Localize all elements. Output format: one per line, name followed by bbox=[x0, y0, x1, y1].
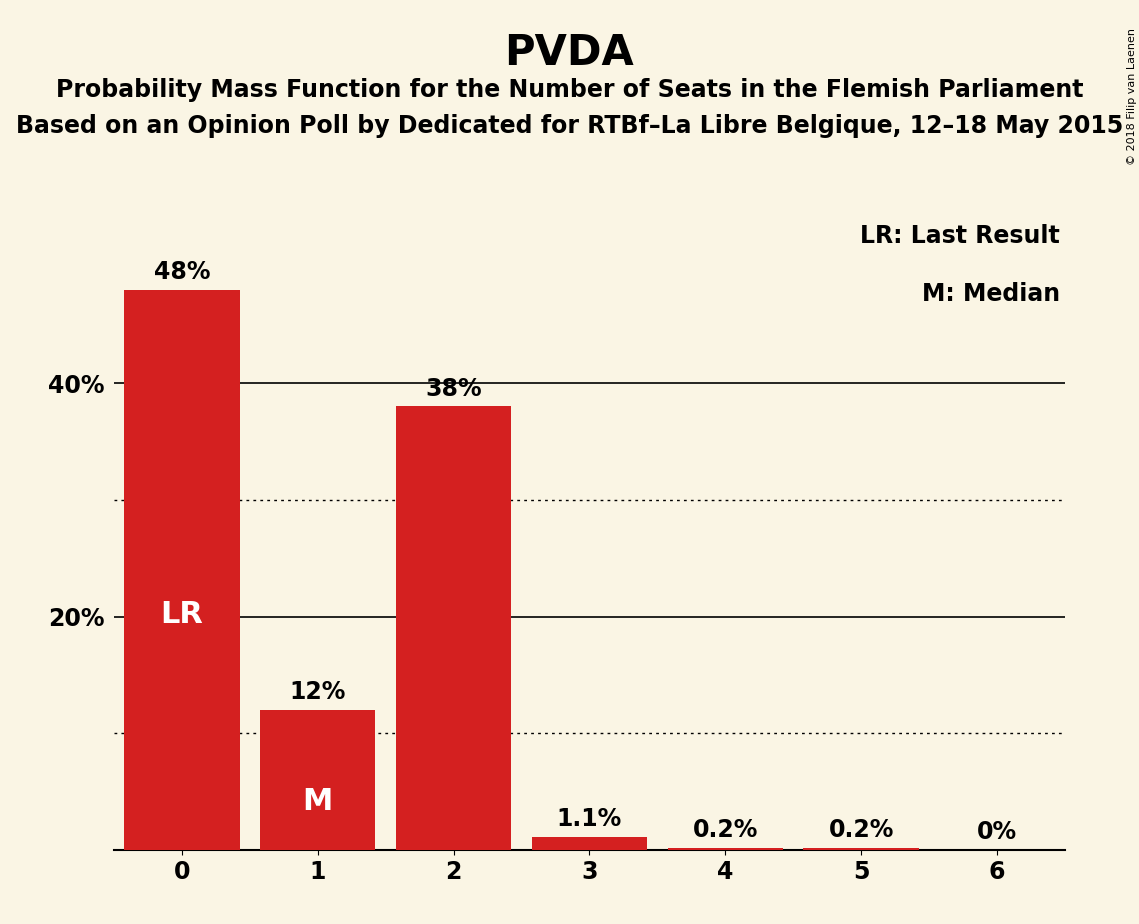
Text: 48%: 48% bbox=[154, 260, 210, 284]
Bar bbox=[532, 837, 647, 850]
Bar bbox=[396, 407, 511, 850]
Text: 38%: 38% bbox=[425, 377, 482, 401]
Text: 1.1%: 1.1% bbox=[557, 808, 622, 832]
Text: Based on an Opinion Poll by Dedicated for RTBf–La Libre Belgique, 12–18 May 2015: Based on an Opinion Poll by Dedicated fo… bbox=[16, 114, 1123, 138]
Bar bbox=[667, 847, 782, 850]
Text: LR: Last Result: LR: Last Result bbox=[860, 224, 1060, 248]
Text: 12%: 12% bbox=[289, 680, 346, 704]
Text: M: Median: M: Median bbox=[923, 282, 1060, 306]
Text: PVDA: PVDA bbox=[505, 32, 634, 74]
Text: 0.2%: 0.2% bbox=[693, 818, 757, 842]
Text: M: M bbox=[303, 786, 333, 816]
Text: © 2018 Filip van Laenen: © 2018 Filip van Laenen bbox=[1126, 28, 1137, 164]
Bar bbox=[803, 847, 919, 850]
Bar bbox=[124, 289, 239, 850]
Text: 0%: 0% bbox=[977, 821, 1017, 845]
Text: LR: LR bbox=[161, 601, 203, 629]
Text: 0.2%: 0.2% bbox=[828, 818, 894, 842]
Text: Probability Mass Function for the Number of Seats in the Flemish Parliament: Probability Mass Function for the Number… bbox=[56, 78, 1083, 102]
Bar bbox=[260, 710, 376, 850]
